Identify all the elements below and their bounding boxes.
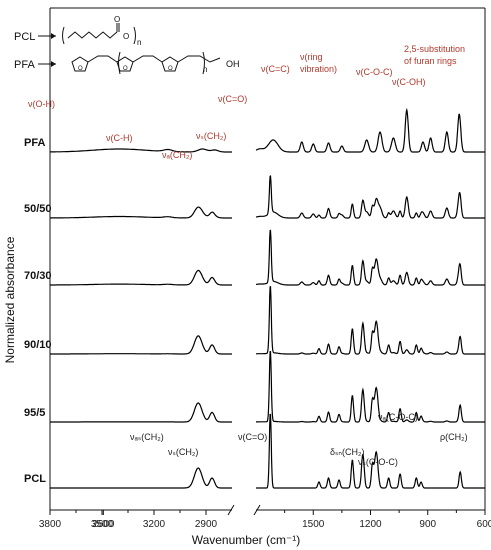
spectrum-line-right	[255, 175, 485, 219]
structure-pcl-label: PCL	[14, 31, 35, 43]
pfa-annotation: ν(C=O)	[218, 94, 247, 104]
series-label: 70/30	[24, 270, 52, 282]
x-tick-label: 2600	[92, 519, 115, 530]
furan-ring-icon	[71, 56, 89, 72]
x-tick-label: 2900	[195, 519, 218, 530]
x-tick-label: 1500	[302, 519, 325, 530]
series-label: 50/50	[24, 203, 52, 215]
pcl-brackets-icon	[62, 26, 136, 45]
pcl-carbonyl-icon	[116, 23, 120, 32]
pfa-annotation: νₐ(CH₂)	[162, 150, 192, 160]
pcl-annotation: ρ(CH₂)	[440, 432, 468, 442]
spectrum-line-left	[50, 335, 232, 355]
spectrum-line-left	[50, 269, 232, 286]
pcl-annotation: νₐ(C-O-C)	[378, 412, 418, 422]
spectrum-line-left	[50, 467, 232, 489]
arrow-head-pfa	[51, 61, 56, 67]
pcl-o-atom: O	[114, 15, 120, 24]
spectrum-line-right	[256, 286, 485, 355]
pcl-chain-icon	[67, 31, 118, 39]
arrow-head-pcl	[51, 33, 56, 39]
pfa-n: n	[203, 65, 207, 74]
x-tick-label: 3500	[91, 519, 114, 530]
series-label: 90/10	[24, 339, 52, 351]
spectrum-line-right	[256, 413, 485, 489]
spectrum-line-right	[255, 107, 485, 153]
furan-o-atom: O	[168, 66, 173, 72]
pfa-end-group: OH	[226, 59, 240, 69]
pfa-annotation: vibration)	[300, 64, 337, 74]
x-tick-label: 3800	[39, 519, 62, 530]
spectra-lines	[50, 107, 485, 489]
pcl-annotation: νₛ(CH₂)	[168, 447, 198, 457]
pfa-brackets-icon	[118, 51, 205, 75]
chart-axes: 3800 3500 3200 2900 2600 1500 1200 900 600	[39, 7, 491, 530]
sample-labels: PFA 50/50 70/30 90/10 95/5 PCL	[24, 137, 52, 485]
methylene-link-icon	[87, 55, 118, 63]
pfa-annotation: ν(O-H)	[28, 99, 55, 109]
furan-o-atom: O	[78, 66, 83, 72]
pfa-annotation: ν(C=C)	[261, 64, 290, 74]
spectrum-line-right	[256, 350, 485, 423]
series-label: PCL	[24, 473, 46, 485]
series-label: 95/5	[24, 407, 45, 419]
peak-annotations: ν(O-H) ν(C-H) νₐ(CH₂) νₛ(CH₂) ν(C=O) ν(C=C) ν(…	[28, 44, 468, 467]
pcl-annotation: ν(C=O)	[238, 432, 267, 442]
pfa-annotation: ν(ring	[300, 52, 323, 62]
pcl-annotation: νₛ(C-O-C)	[358, 457, 398, 467]
furan-o-atom: O	[123, 66, 128, 72]
x-tick-label: 1200	[359, 519, 382, 530]
series-label: PFA	[24, 137, 45, 149]
pfa-annotation: ν(C-H)	[106, 133, 133, 143]
x-tick-label: 900	[419, 519, 436, 530]
pfa-annotation: νₛ(CH₂)	[196, 131, 226, 141]
pcl-o-chain: O	[123, 32, 129, 41]
pfa-tail-icon	[177, 55, 221, 63]
x-axis-title: Wavenumber (cm⁻¹)	[192, 533, 301, 547]
x-tick-label: 3200	[143, 519, 166, 530]
spectrum-line-left	[50, 148, 232, 153]
spectrum-line-left	[50, 402, 232, 423]
x-tick-label: 600	[477, 519, 491, 530]
y-axis-title: Normalized absorbance	[3, 236, 17, 363]
pfa-annotation: of furan rings	[404, 56, 457, 66]
pfa-annotation: 2,5-substitution	[404, 44, 465, 54]
pcl-n: n	[137, 38, 141, 47]
furan-ring-icon	[161, 56, 179, 72]
pfa-annotation: ν(C-O-C)	[356, 67, 393, 77]
axis-break-icon	[227, 504, 261, 516]
spectrum-line-right	[256, 229, 485, 286]
structure-pfa-label: PFA	[14, 59, 35, 71]
pfa-annotation: ν(C-OH)	[392, 77, 426, 87]
pcl-annotation: δₛₙ(CH₂)	[330, 447, 364, 457]
spectrum-line-left	[50, 206, 232, 219]
pcl-annotation: νₐₛ(CH₂)	[130, 432, 164, 442]
methylene-link-icon	[132, 55, 163, 63]
